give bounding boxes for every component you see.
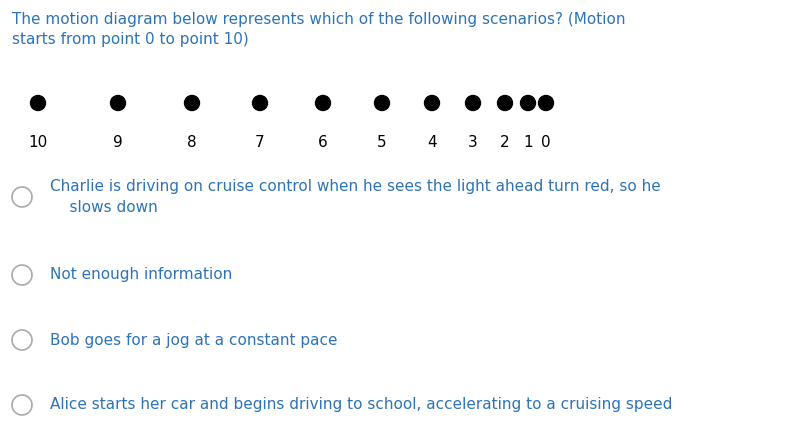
Text: Bob goes for a jog at a constant pace: Bob goes for a jog at a constant pace: [50, 332, 337, 348]
Text: 0: 0: [542, 135, 551, 150]
Circle shape: [465, 96, 480, 110]
Text: starts from point 0 to point 10): starts from point 0 to point 10): [12, 32, 248, 47]
Text: 10: 10: [28, 135, 48, 150]
Circle shape: [424, 96, 439, 110]
Circle shape: [31, 96, 46, 110]
Circle shape: [498, 96, 512, 110]
Text: Alice starts her car and begins driving to school, accelerating to a cruising sp: Alice starts her car and begins driving …: [50, 397, 672, 413]
Text: 7: 7: [255, 135, 265, 150]
Text: 1: 1: [523, 135, 533, 150]
Circle shape: [538, 96, 553, 110]
Text: 2: 2: [500, 135, 510, 150]
Circle shape: [374, 96, 390, 110]
Text: 6: 6: [318, 135, 328, 150]
Circle shape: [111, 96, 126, 110]
Text: Not enough information: Not enough information: [50, 267, 232, 283]
Text: Charlie is driving on cruise control when he sees the light ahead turn red, so h: Charlie is driving on cruise control whe…: [50, 179, 661, 215]
Circle shape: [315, 96, 330, 110]
Circle shape: [520, 96, 535, 110]
Circle shape: [185, 96, 200, 110]
Text: 3: 3: [468, 135, 478, 150]
Text: 4: 4: [427, 135, 437, 150]
Text: 8: 8: [187, 135, 196, 150]
Text: 5: 5: [377, 135, 387, 150]
Text: 9: 9: [113, 135, 123, 150]
Circle shape: [252, 96, 267, 110]
Text: The motion diagram below represents which of the following scenarios? (Motion: The motion diagram below represents whic…: [12, 12, 626, 27]
